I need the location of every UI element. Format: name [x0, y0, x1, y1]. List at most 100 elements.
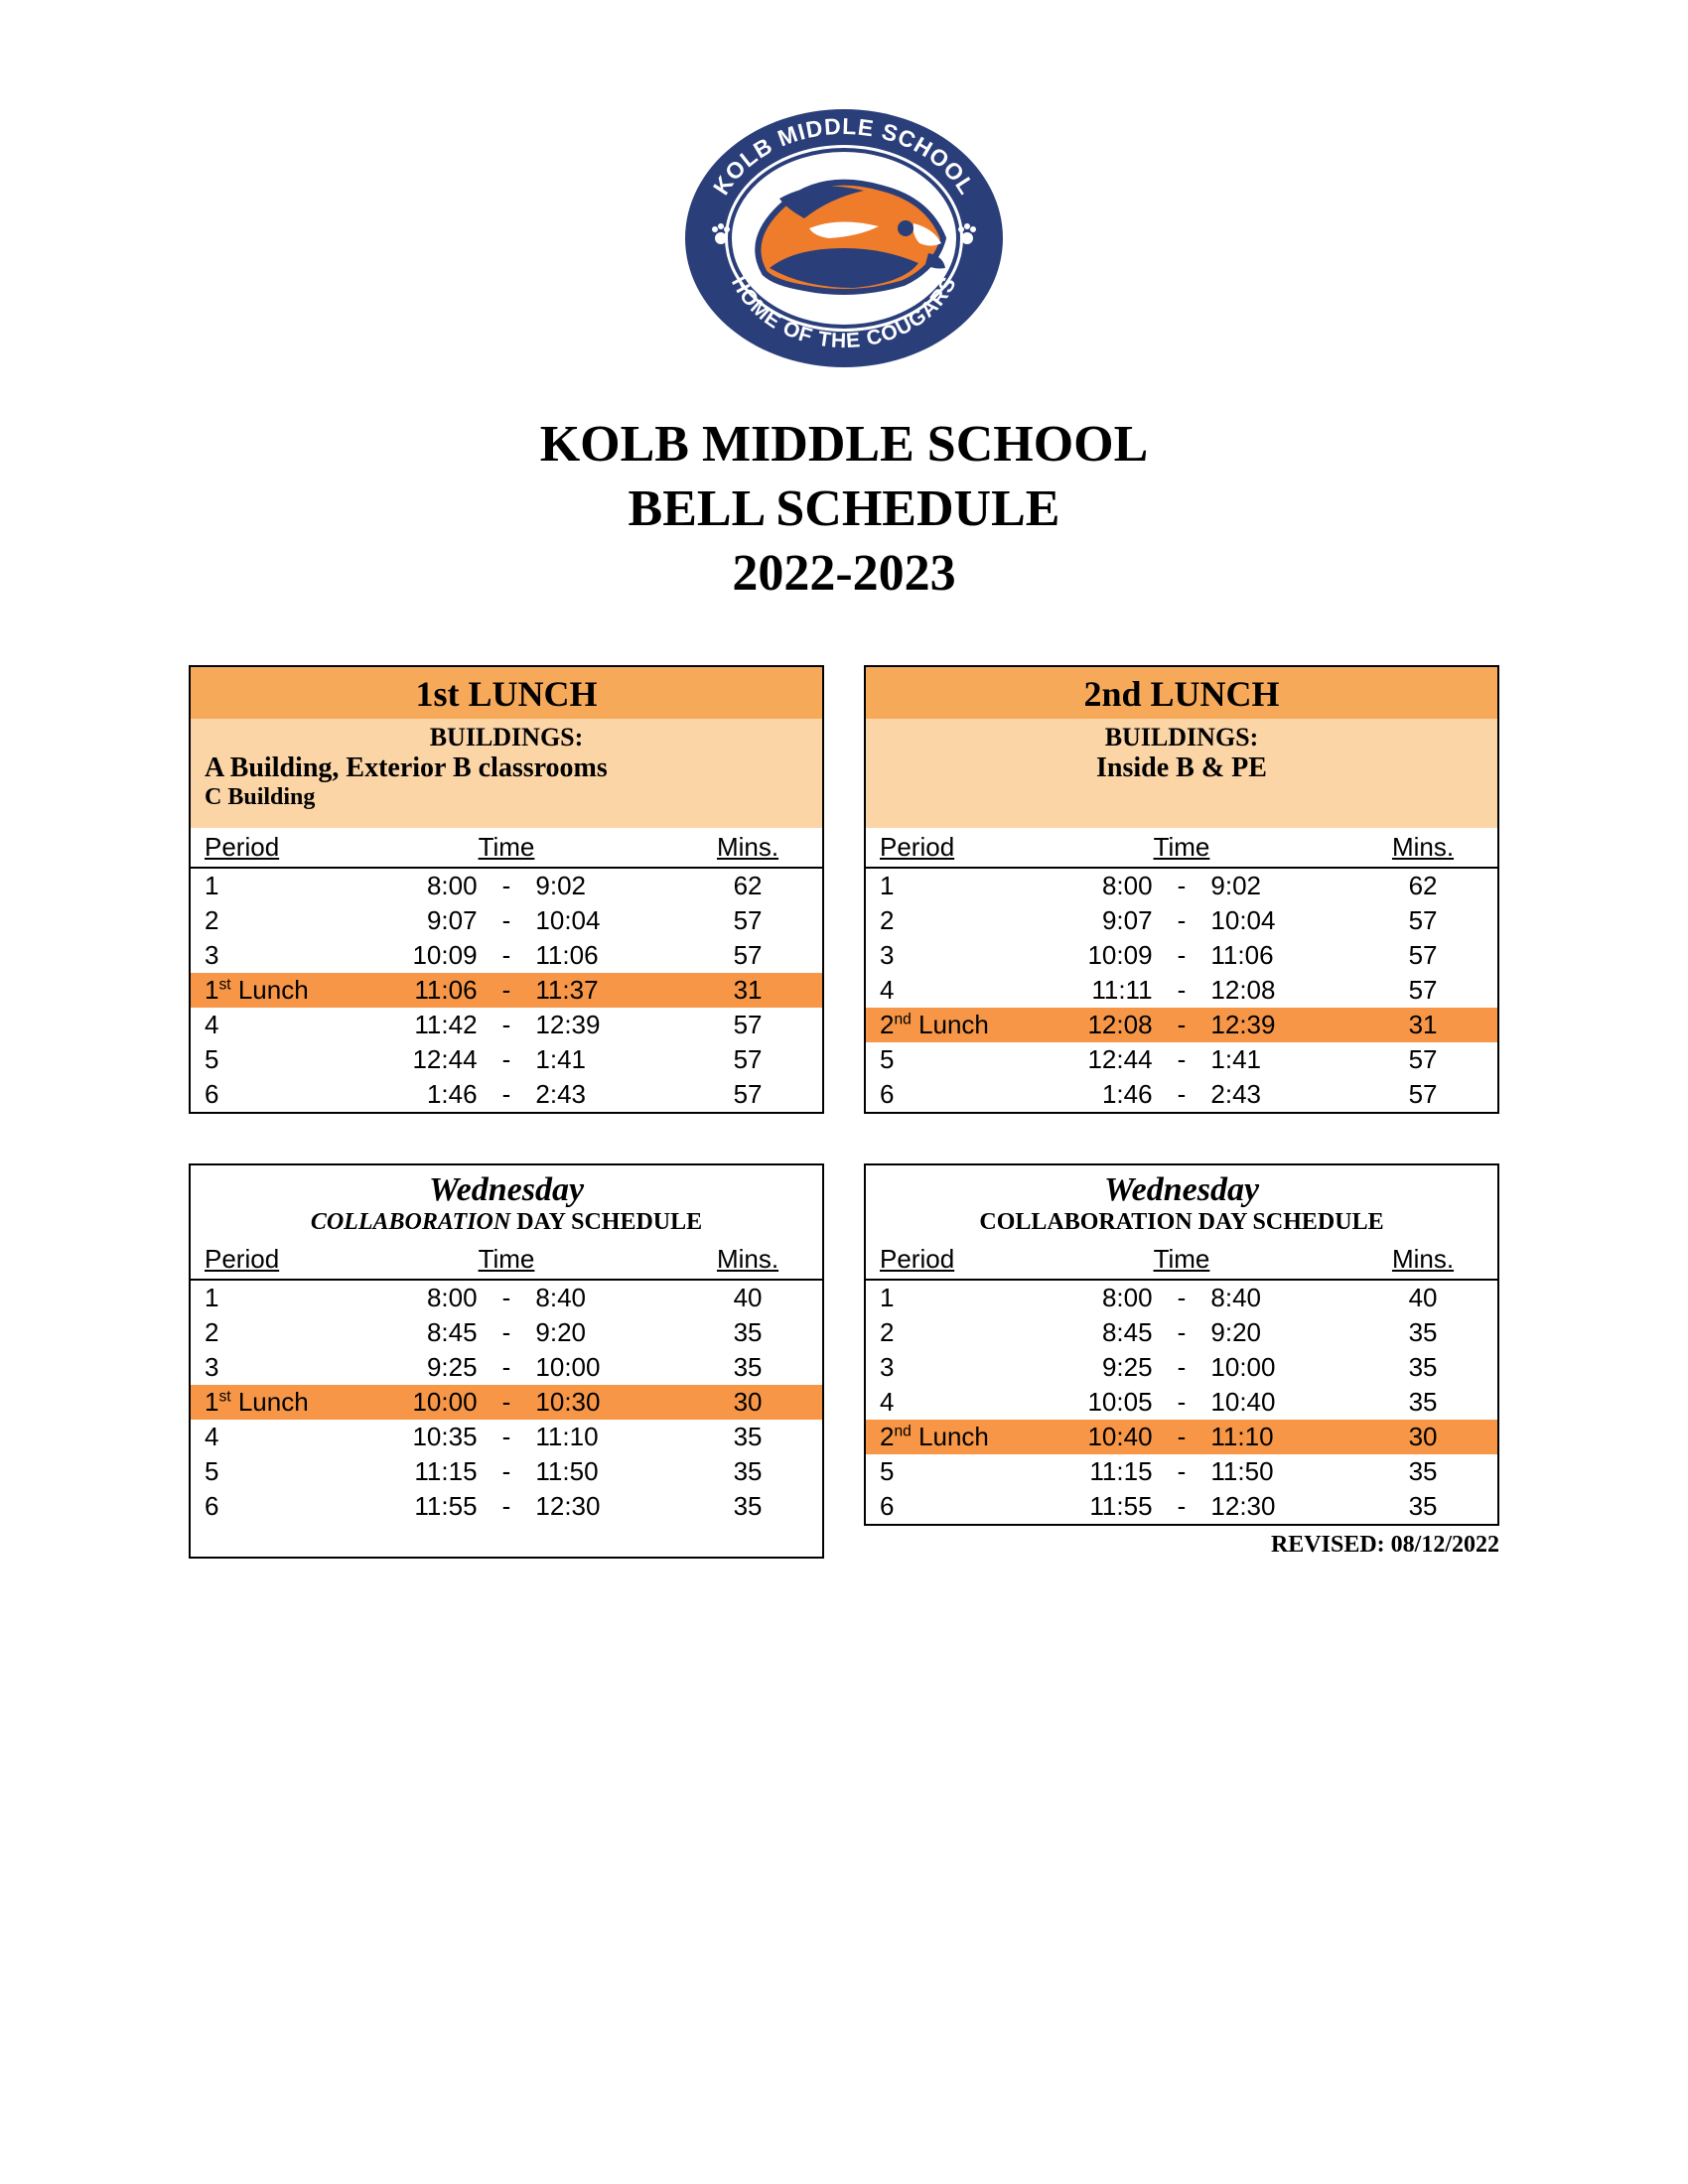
cell-start: 8:45: [330, 1315, 486, 1350]
cell-start: 11:55: [330, 1489, 486, 1524]
cell-mins: 35: [683, 1454, 822, 1489]
table-row: 18:00-8:4040: [191, 1280, 822, 1315]
cell-dash: -: [1161, 938, 1203, 973]
cell-start: 1:46: [330, 1077, 486, 1112]
table-row: 511:15-11:5035: [191, 1454, 822, 1489]
cell-period: 2nd Lunch: [866, 1420, 1005, 1454]
wed1-subtitle: COLLABORATION DAY SCHEDULE: [191, 1209, 822, 1240]
cell-dash: -: [1161, 868, 1203, 903]
cell-mins: 35: [1358, 1385, 1497, 1420]
table-row: 512:44-1:4157: [191, 1042, 822, 1077]
cell-mins: 35: [1358, 1315, 1497, 1350]
cell-mins: 31: [683, 973, 822, 1008]
cell-mins: 35: [1358, 1489, 1497, 1524]
cell-end: 11:37: [527, 973, 683, 1008]
table-row: 61:46-2:4357: [191, 1077, 822, 1112]
cell-dash: -: [1161, 1315, 1203, 1350]
cell-end: 10:00: [1202, 1350, 1358, 1385]
cell-mins: 40: [683, 1280, 822, 1315]
cell-period: 1: [866, 1280, 1005, 1315]
cell-period: 6: [866, 1489, 1005, 1524]
cell-dash: -: [1161, 1280, 1203, 1315]
cell-mins: 57: [1358, 1042, 1497, 1077]
cell-start: 8:00: [1005, 868, 1161, 903]
cell-mins: 57: [683, 938, 822, 973]
cell-mins: 35: [683, 1489, 822, 1524]
cell-mins: 30: [1358, 1420, 1497, 1454]
cell-start: 1:46: [1005, 1077, 1161, 1112]
cell-start: 11:15: [330, 1454, 486, 1489]
table-row: 29:07-10:0457: [191, 903, 822, 938]
lunch1-tbody: 18:00-9:026229:07-10:0457310:09-11:06571…: [191, 868, 822, 1112]
cell-end: 9:02: [527, 868, 683, 903]
cell-dash: -: [486, 1008, 528, 1042]
wed1-title: Wednesday: [191, 1165, 822, 1209]
wed2-tbody: 18:00-8:404028:45-9:203539:25-10:0035410…: [866, 1280, 1497, 1524]
revised-date: REVISED: 08/12/2022: [864, 1532, 1499, 1559]
cell-start: 8:00: [1005, 1280, 1161, 1315]
cell-mins: 57: [1358, 1077, 1497, 1112]
cell-mins: 35: [683, 1315, 822, 1350]
cell-dash: -: [1161, 1385, 1203, 1420]
cell-end: 10:04: [527, 903, 683, 938]
cell-end: 10:30: [527, 1385, 683, 1420]
cell-dash: -: [486, 1420, 528, 1454]
card-2nd-lunch: 2nd LUNCH BUILDINGS: Inside B & PE Perio…: [864, 665, 1499, 1114]
cell-end: 10:00: [527, 1350, 683, 1385]
cell-dash: -: [486, 1315, 528, 1350]
cell-period: 4: [191, 1420, 330, 1454]
cell-period: 2: [191, 903, 330, 938]
table-row: 29:07-10:0457: [866, 903, 1497, 938]
cell-mins: 62: [683, 868, 822, 903]
table-row: 611:55-12:3035: [866, 1489, 1497, 1524]
cell-dash: -: [1161, 1454, 1203, 1489]
cell-period: 1: [866, 868, 1005, 903]
cell-mins: 62: [1358, 868, 1497, 903]
title-line-2: BELL SCHEDULE: [189, 477, 1499, 541]
cell-period: 4: [866, 973, 1005, 1008]
wed1-tbody: 18:00-8:404028:45-9:203539:25-10:00351st…: [191, 1280, 822, 1524]
cell-mins: 35: [683, 1350, 822, 1385]
cell-start: 10:09: [1005, 938, 1161, 973]
col-period: Period: [191, 1240, 330, 1280]
cell-end: 2:43: [1202, 1077, 1358, 1112]
col-time: Time: [1005, 828, 1358, 868]
cell-period: 4: [191, 1008, 330, 1042]
lunch1-table: Period Time Mins. 18:00-9:026229:07-10:0…: [191, 828, 822, 1112]
table-row: 411:42-12:3957: [191, 1008, 822, 1042]
cell-mins: 57: [683, 1042, 822, 1077]
cell-period: 5: [866, 1454, 1005, 1489]
cell-end: 12:08: [1202, 973, 1358, 1008]
cell-dash: -: [486, 938, 528, 973]
col-time: Time: [1005, 1240, 1358, 1280]
cell-period: 1: [191, 868, 330, 903]
col-period: Period: [866, 828, 1005, 868]
cell-end: 10:40: [1202, 1385, 1358, 1420]
lunch1-buildings-line2: C Building: [205, 784, 808, 811]
cell-end: 1:41: [527, 1042, 683, 1077]
cell-period: 3: [191, 938, 330, 973]
cell-start: 11:11: [1005, 973, 1161, 1008]
cell-end: 10:04: [1202, 903, 1358, 938]
cell-dash: -: [1161, 1489, 1203, 1524]
cell-dash: -: [1161, 973, 1203, 1008]
cell-period: 2: [866, 1315, 1005, 1350]
table-row: 39:25-10:0035: [191, 1350, 822, 1385]
lunch1-title: 1st LUNCH: [191, 667, 822, 719]
col-time: Time: [330, 828, 683, 868]
table-row: 18:00-9:0262: [191, 868, 822, 903]
cell-dash: -: [1161, 1042, 1203, 1077]
cell-period: 1st Lunch: [191, 1385, 330, 1420]
cell-end: 12:39: [527, 1008, 683, 1042]
table-row: 2nd Lunch12:08-12:3931: [866, 1008, 1497, 1042]
cell-end: 11:10: [1202, 1420, 1358, 1454]
cell-dash: -: [486, 903, 528, 938]
cell-end: 12:30: [1202, 1489, 1358, 1524]
wed1-sub-collab: COLLABORATION: [311, 1209, 510, 1235]
wed1-table: Period Time Mins. 18:00-8:404028:45-9:20…: [191, 1240, 822, 1524]
table-row: 512:44-1:4157: [866, 1042, 1497, 1077]
schedule-grid: 1st LUNCH BUILDINGS: A Building, Exterio…: [189, 665, 1499, 1559]
cell-end: 9:02: [1202, 868, 1358, 903]
cell-start: 10:40: [1005, 1420, 1161, 1454]
cell-end: 11:10: [527, 1420, 683, 1454]
